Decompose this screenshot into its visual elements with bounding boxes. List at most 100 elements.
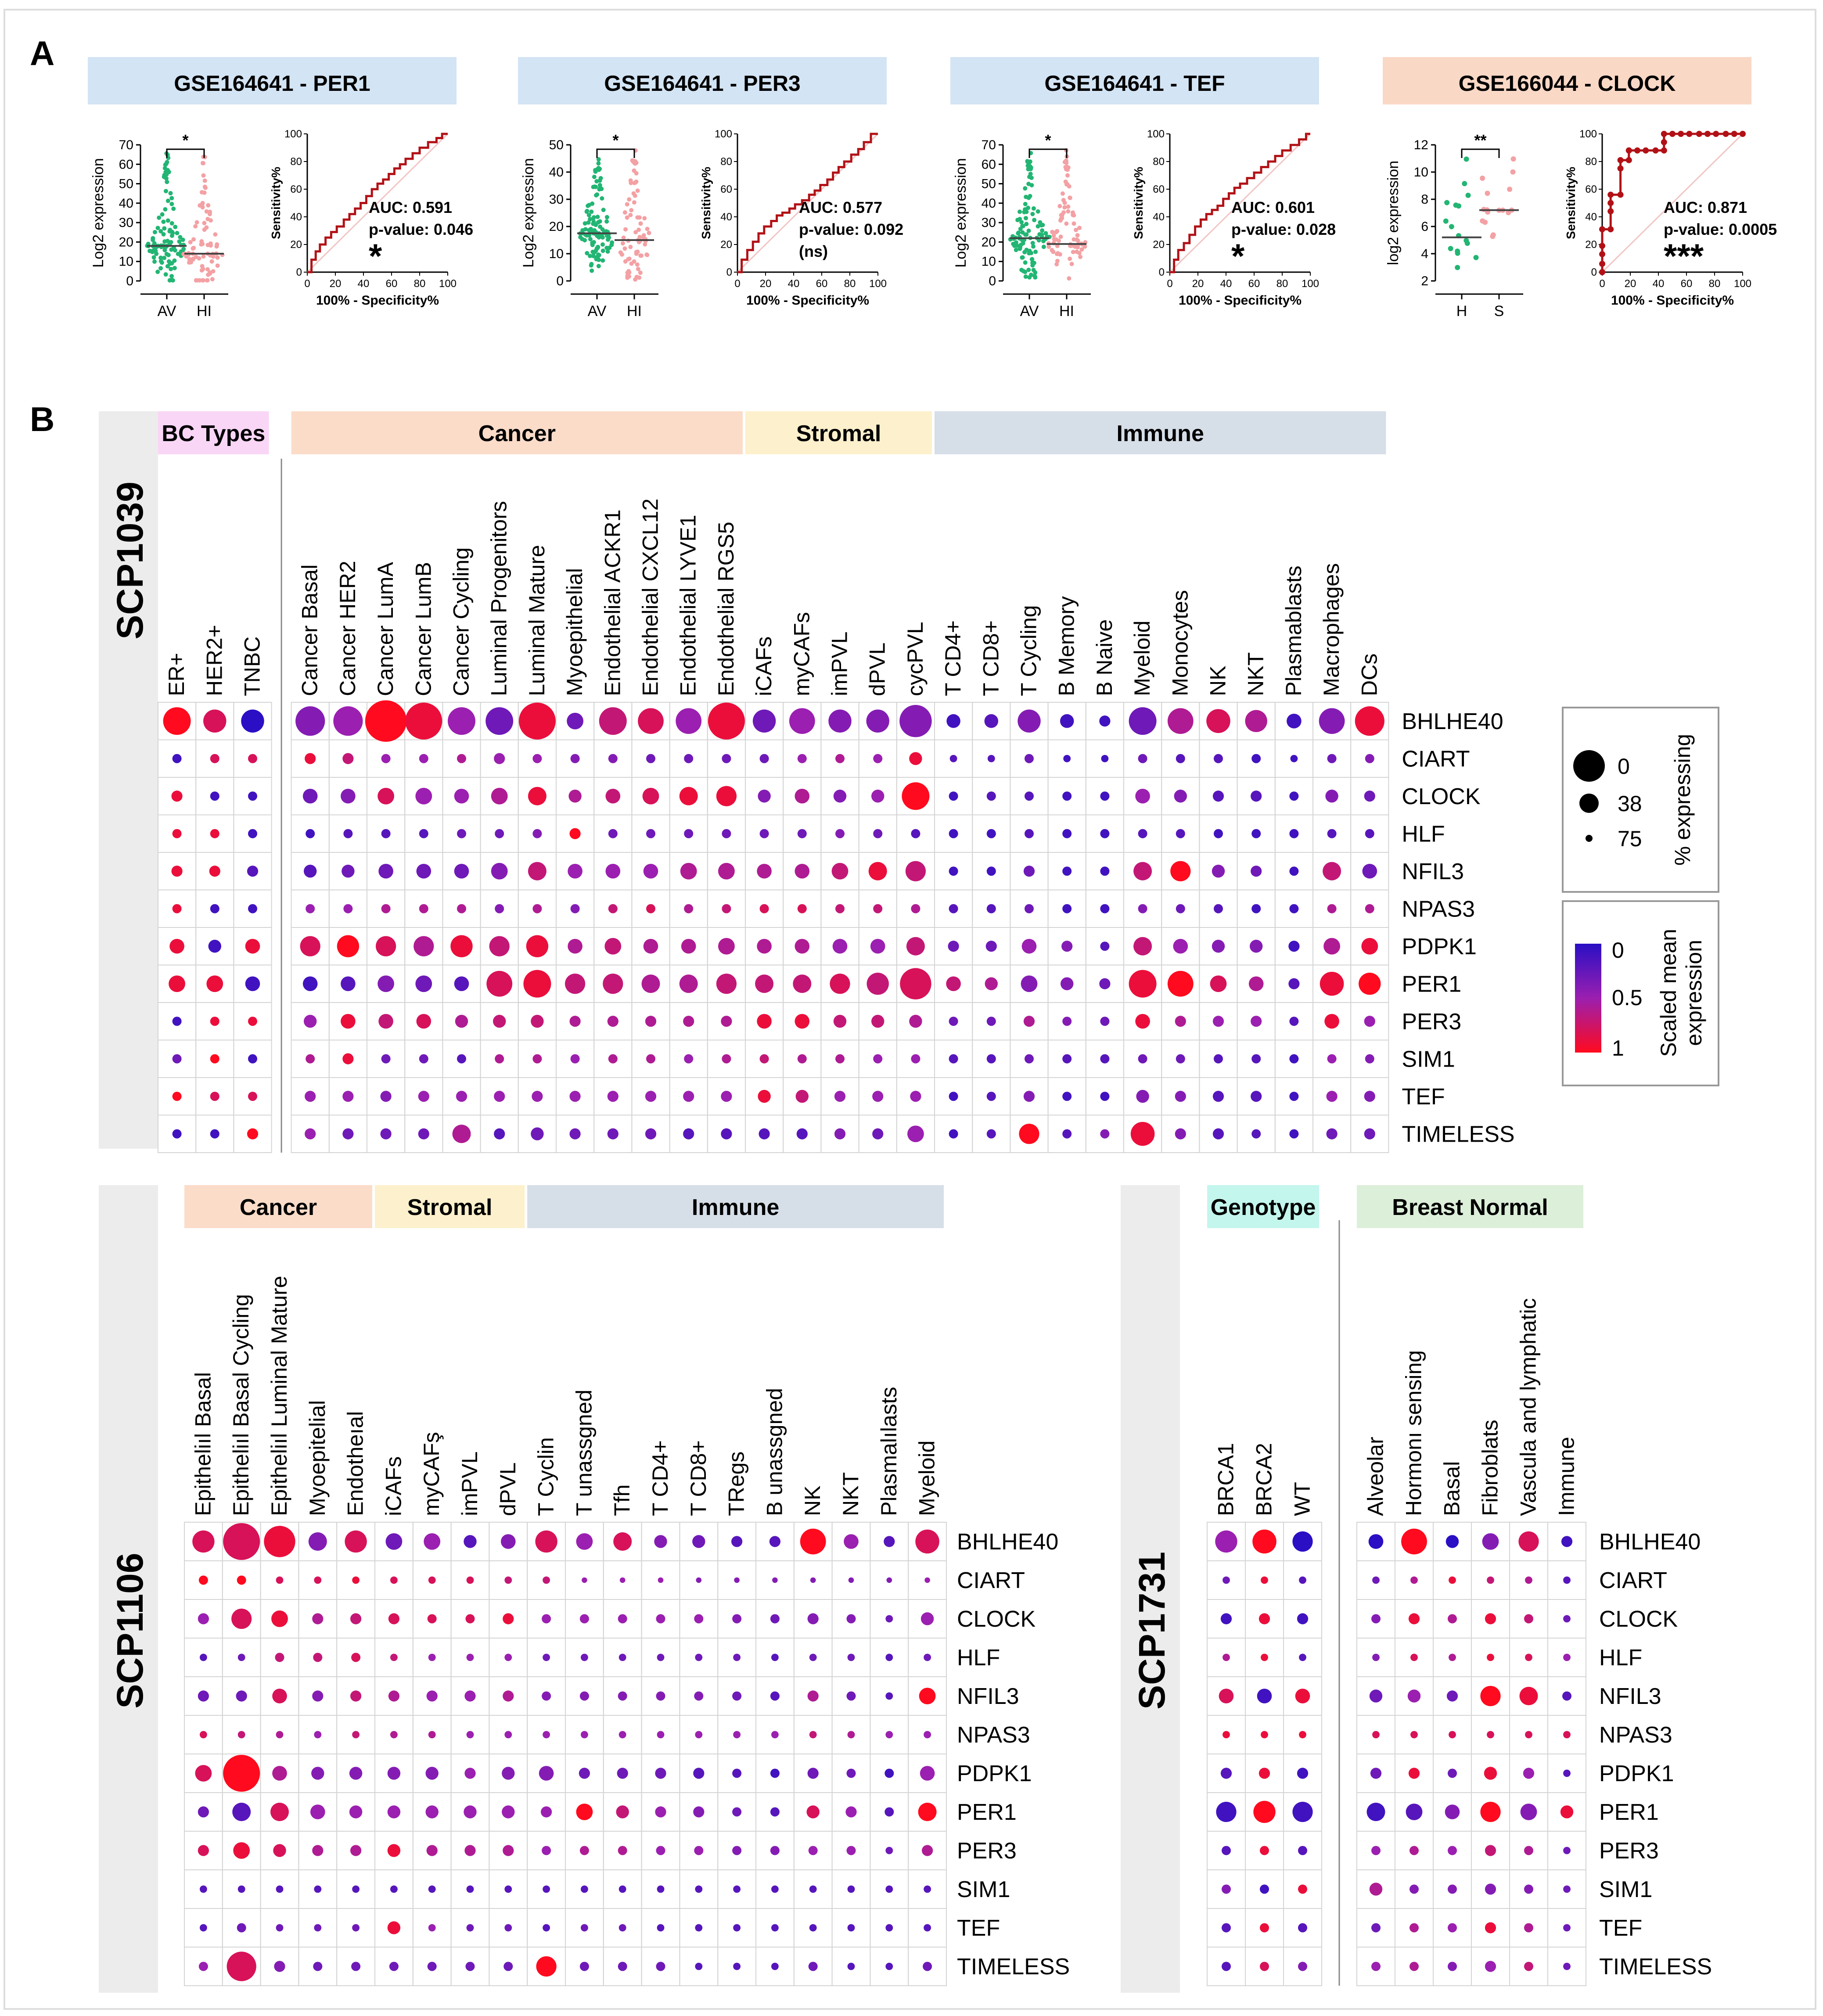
roc-point	[1607, 200, 1614, 206]
dot	[541, 1806, 552, 1818]
dot	[708, 702, 745, 740]
dot	[986, 904, 996, 913]
scatter-y-label: Log2 expression	[520, 158, 537, 268]
dot	[638, 708, 664, 734]
dot	[772, 1577, 778, 1583]
dot	[873, 754, 883, 763]
dot	[210, 1054, 219, 1064]
scatter-point	[200, 161, 205, 165]
dot	[1323, 938, 1341, 955]
dot	[695, 1885, 703, 1893]
scatter-y-tick-label: 40	[119, 196, 133, 211]
dot	[618, 1885, 626, 1893]
dot	[902, 782, 930, 810]
dot	[223, 1523, 260, 1560]
column-label: Epitheliıl Basal	[191, 1372, 215, 1516]
dot	[949, 866, 958, 876]
scatter-x-tick-label: AV	[158, 303, 176, 320]
dot	[276, 1885, 284, 1893]
scatter-point	[634, 171, 639, 176]
dot	[759, 829, 769, 838]
dot	[885, 1615, 893, 1623]
roc-y-tick-label: 40	[720, 211, 732, 223]
dot	[797, 829, 807, 838]
dot	[231, 1608, 252, 1629]
gene-label: TIMELESS	[1599, 1954, 1712, 1980]
roc-point	[1599, 251, 1605, 258]
dot	[986, 791, 996, 801]
roc-point	[1652, 147, 1659, 154]
scatter-point	[585, 251, 590, 255]
roc-y-tick-label: 80	[1153, 156, 1165, 168]
scatter-point	[169, 196, 174, 201]
dot	[1410, 1576, 1418, 1584]
dot	[342, 1128, 354, 1139]
dot	[276, 1576, 284, 1584]
scatter-point	[597, 187, 602, 192]
dot	[1258, 1613, 1270, 1624]
dot	[200, 1653, 207, 1661]
roc-x-label: 100% - Specificity%	[1611, 293, 1734, 308]
dot	[833, 1015, 847, 1028]
dot	[305, 1128, 316, 1139]
dot	[1524, 1923, 1533, 1933]
dot	[532, 829, 542, 838]
dot	[1100, 904, 1110, 913]
dot	[427, 1962, 437, 1971]
dot	[1563, 1731, 1571, 1739]
dot	[1364, 791, 1375, 802]
scatter-point	[161, 219, 166, 224]
colorbar-tick-label: 0	[1612, 938, 1624, 963]
scatter-point	[1032, 261, 1036, 266]
dot	[1175, 1016, 1186, 1027]
dot	[274, 1961, 285, 1972]
dot	[885, 1847, 893, 1854]
side-label-bg	[1121, 1185, 1180, 1993]
dot	[759, 754, 769, 763]
chart-title: GSE164641 - TEF	[1044, 71, 1225, 96]
dot	[721, 1016, 732, 1027]
scatter-point	[1018, 245, 1023, 250]
scatter-point	[201, 173, 206, 178]
gene-label: BHLHE40	[1599, 1529, 1701, 1555]
scatter-point	[628, 244, 633, 249]
dot	[237, 1923, 246, 1933]
dot	[1409, 1846, 1419, 1855]
scatter-point	[153, 248, 158, 253]
scatter-point	[1050, 230, 1055, 234]
roc-y-tick-label: 100	[284, 128, 302, 140]
group-header-label: Stromal	[407, 1195, 493, 1220]
dot	[504, 1885, 512, 1893]
column-label: Fibroblats	[1478, 1419, 1503, 1516]
dot	[236, 1690, 247, 1702]
scatter-point	[588, 254, 593, 259]
scatter-x-tick-label: HI	[627, 303, 642, 320]
scatter-point	[1075, 233, 1080, 238]
dot	[722, 754, 731, 763]
dot	[759, 1128, 770, 1139]
dot	[171, 866, 183, 877]
scatter-point	[601, 208, 606, 212]
dot	[428, 1576, 436, 1584]
dot	[464, 1845, 476, 1856]
dot	[1485, 1961, 1496, 1972]
dot	[871, 790, 885, 803]
dot	[241, 709, 264, 733]
dot	[457, 904, 466, 913]
column-label: Epitheliıl Luminal Mature	[267, 1276, 291, 1516]
grid-cell	[1547, 1947, 1586, 1986]
dot	[810, 1577, 816, 1583]
roc-point	[1607, 226, 1614, 233]
dot	[203, 709, 227, 733]
dot	[1525, 1576, 1532, 1584]
dot	[237, 1653, 245, 1661]
dot	[271, 1610, 288, 1627]
scatter-point	[627, 274, 632, 279]
column-label: Endothelial ACKR1	[600, 510, 625, 696]
dot	[248, 904, 257, 913]
roc-pvalue: p-value: 0.046	[369, 220, 473, 238]
dot	[350, 1690, 362, 1702]
gene-label: CIART	[1599, 1568, 1667, 1593]
scatter-point	[158, 266, 163, 271]
dot	[986, 866, 996, 876]
